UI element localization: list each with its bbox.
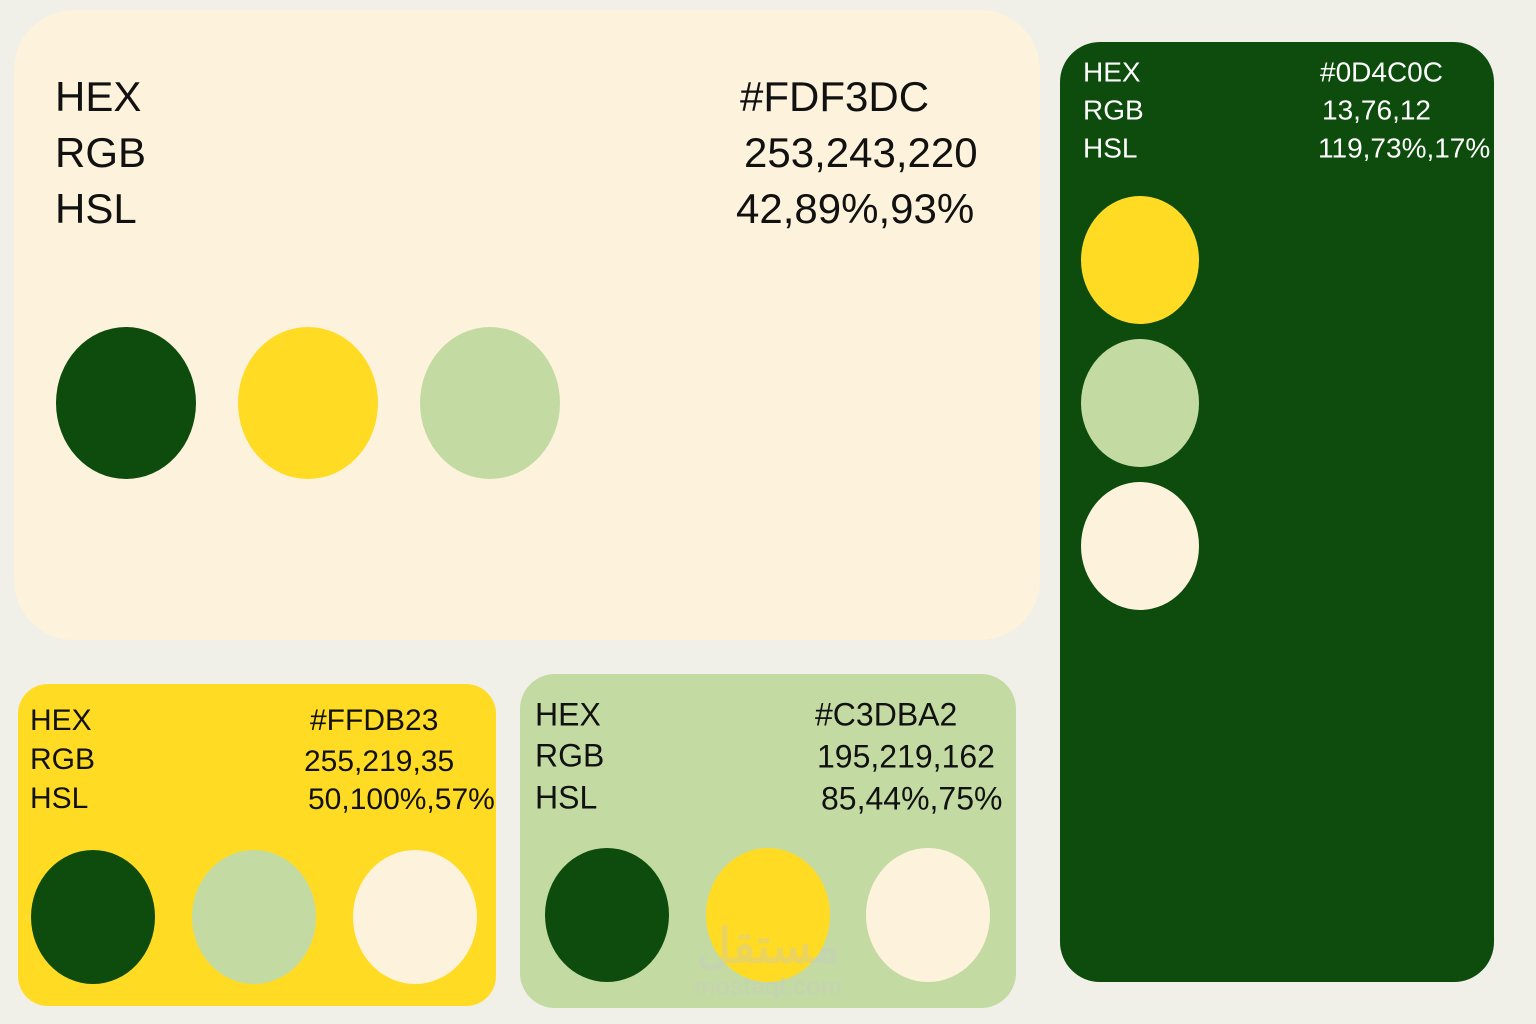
swatch xyxy=(238,327,378,479)
watermark-logo: مستقل xyxy=(696,921,840,974)
label: RGB xyxy=(55,129,146,176)
value: #FDF3DC xyxy=(740,73,929,120)
label: RGB xyxy=(535,737,604,773)
label: HEX xyxy=(1083,56,1141,87)
swatch xyxy=(1081,482,1199,610)
value: #C3DBA2 xyxy=(815,696,957,732)
label: HSL xyxy=(1083,132,1137,163)
value: 50,100%,57% xyxy=(308,783,495,816)
label: HSL xyxy=(55,185,137,232)
label: HEX xyxy=(30,704,92,737)
swatch xyxy=(420,327,560,479)
card-cream: HEX RGB HSL #FDF3DC 253,243,220 42,89%,9… xyxy=(14,10,1040,640)
label: HSL xyxy=(535,779,597,815)
swatch xyxy=(192,850,316,984)
value: #0D4C0C xyxy=(1320,56,1443,87)
watermark-url: mostaql.com xyxy=(694,973,842,1000)
swatch xyxy=(353,850,477,984)
watermark: مستقل mostaql.com xyxy=(694,921,842,1001)
label: RGB xyxy=(30,743,95,776)
swatch xyxy=(866,848,990,982)
card-bg xyxy=(14,10,1040,640)
card-dark-green: HEX RGB HSL #0D4C0C 13,76,12 119,73%,17% xyxy=(1060,42,1494,982)
card-light-green: HEX RGB HSL #C3DBA2 195,219,162 85,44%,7… xyxy=(520,674,1016,1008)
swatch xyxy=(1081,196,1199,324)
value: 42,89%,93% xyxy=(736,185,974,232)
value: #FFDB23 xyxy=(310,704,438,737)
value: 13,76,12 xyxy=(1322,94,1431,125)
value: 253,243,220 xyxy=(744,129,978,176)
value: 195,219,162 xyxy=(817,738,995,774)
swatch xyxy=(56,327,196,479)
label: HSL xyxy=(30,782,88,815)
label: RGB xyxy=(1083,94,1144,125)
swatch xyxy=(1081,339,1199,467)
label: HEX xyxy=(535,696,601,732)
swatch xyxy=(706,848,830,982)
value: 119,73%,17% xyxy=(1318,132,1490,163)
card-yellow: HEX RGB HSL #FFDB23 255,219,35 50,100%,5… xyxy=(18,684,496,1006)
value: 255,219,35 xyxy=(304,745,454,778)
swatch xyxy=(31,850,155,984)
value: 85,44%,75% xyxy=(821,780,1002,816)
swatch xyxy=(545,848,669,982)
label: HEX xyxy=(55,73,141,120)
